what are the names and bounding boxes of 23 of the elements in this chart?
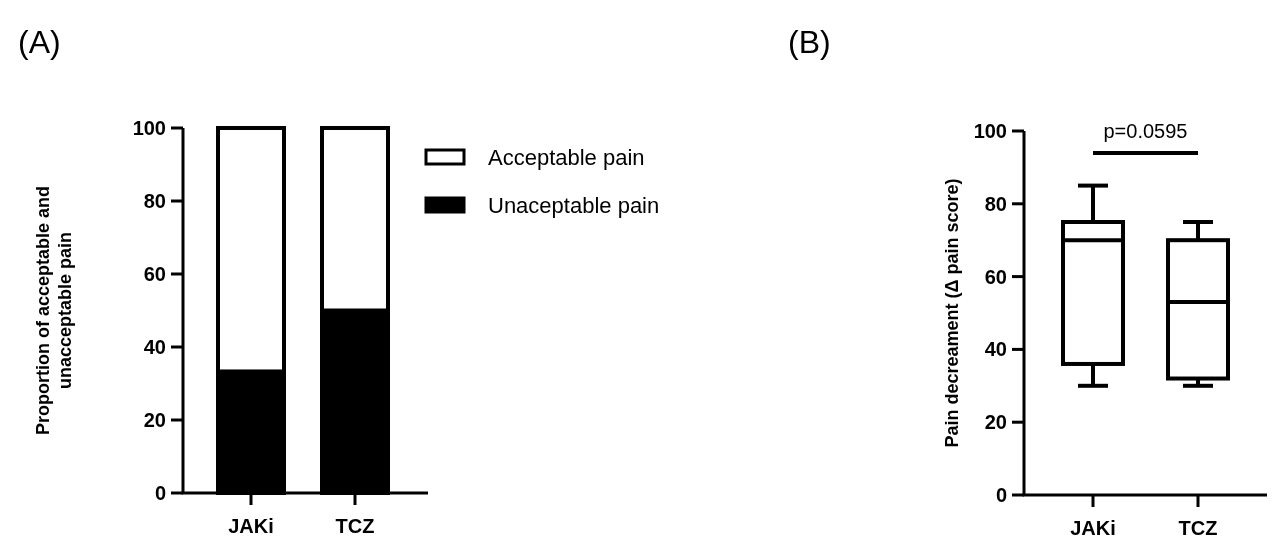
y-tick-label: 80 (143, 190, 166, 212)
annotation: p=0.0595 (1103, 120, 1188, 142)
y-axis-title: Proportion of acceptable and unacceptable pain (33, 185, 75, 436)
legend-label: Acceptable pain (488, 144, 645, 170)
y-tick-label: 20 (984, 411, 1007, 434)
y-tick-label: 0 (154, 482, 166, 504)
y-tick-label: 60 (143, 263, 166, 285)
y-tick-label: 40 (984, 338, 1007, 361)
chart-title: (B) (788, 24, 831, 60)
y-tick-label: 40 (143, 336, 166, 358)
y-tick-label: 100 (132, 117, 166, 139)
y-tick-label: 100 (973, 120, 1007, 142)
chart-title: (A) (18, 24, 61, 60)
x-tick-label: TCZ (1178, 517, 1218, 539)
x-tick-label: JAKi (1070, 517, 1116, 539)
x-tick-label: JAKi (228, 515, 274, 537)
y-axis-title: Pain decreament (Δ pain score) (942, 178, 962, 448)
y-tick-label: 80 (984, 192, 1007, 215)
y-tick-label: 20 (143, 409, 166, 431)
x-tick-label: TCZ (335, 515, 375, 537)
legend-label: Unaceptable pain (488, 192, 660, 218)
y-tick-label: 0 (995, 484, 1007, 506)
y-tick-label: 60 (984, 265, 1007, 288)
